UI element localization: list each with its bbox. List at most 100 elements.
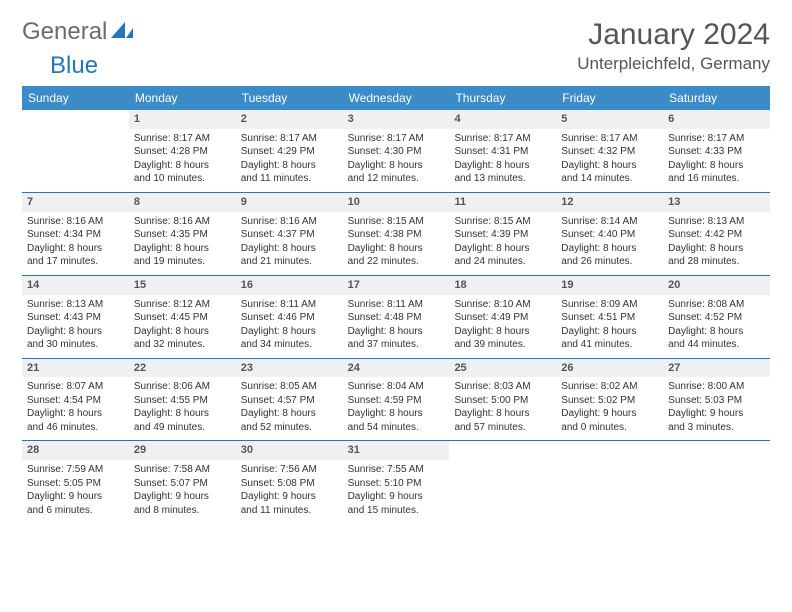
daylight-line2: and 57 minutes. — [454, 421, 551, 435]
daylight-line2: and 32 minutes. — [134, 338, 231, 352]
day-number: 15 — [129, 276, 236, 295]
day-header-thursday: Thursday — [449, 86, 556, 110]
sunset-text: Sunset: 4:29 PM — [241, 145, 338, 159]
daylight-line1: Daylight: 8 hours — [27, 242, 124, 256]
day-header-wednesday: Wednesday — [343, 86, 450, 110]
daylight-line2: and 52 minutes. — [241, 421, 338, 435]
day-cell: 9Sunrise: 8:16 AMSunset: 4:37 PMDaylight… — [236, 193, 343, 275]
daylight-line1: Daylight: 8 hours — [241, 325, 338, 339]
day-cell: 18Sunrise: 8:10 AMSunset: 4:49 PMDayligh… — [449, 276, 556, 358]
sunrise-text: Sunrise: 8:15 AM — [348, 215, 445, 229]
sunset-text: Sunset: 4:48 PM — [348, 311, 445, 325]
sunset-text: Sunset: 4:38 PM — [348, 228, 445, 242]
logo-sail-icon — [111, 20, 133, 45]
day-cell: 15Sunrise: 8:12 AMSunset: 4:45 PMDayligh… — [129, 276, 236, 358]
day-cell: 28Sunrise: 7:59 AMSunset: 5:05 PMDayligh… — [22, 441, 129, 523]
day-body: Sunrise: 8:06 AMSunset: 4:55 PMDaylight:… — [129, 377, 236, 440]
page-header: General January 2024 Unterpleichfeld, Ge… — [22, 18, 770, 74]
daylight-line1: Daylight: 8 hours — [241, 407, 338, 421]
daylight-line2: and 24 minutes. — [454, 255, 551, 269]
sunrise-text: Sunrise: 8:14 AM — [561, 215, 658, 229]
day-cell: 20Sunrise: 8:08 AMSunset: 4:52 PMDayligh… — [663, 276, 770, 358]
sunset-text: Sunset: 4:49 PM — [454, 311, 551, 325]
day-cell: 23Sunrise: 8:05 AMSunset: 4:57 PMDayligh… — [236, 359, 343, 441]
daylight-line2: and 22 minutes. — [348, 255, 445, 269]
daylight-line1: Daylight: 8 hours — [668, 325, 765, 339]
day-number: 6 — [663, 110, 770, 129]
day-body: Sunrise: 8:07 AMSunset: 4:54 PMDaylight:… — [22, 377, 129, 440]
daylight-line2: and 21 minutes. — [241, 255, 338, 269]
day-body: Sunrise: 8:14 AMSunset: 4:40 PMDaylight:… — [556, 212, 663, 275]
sunset-text: Sunset: 4:32 PM — [561, 145, 658, 159]
week-row: 14Sunrise: 8:13 AMSunset: 4:43 PMDayligh… — [22, 276, 770, 359]
day-cell — [663, 441, 770, 523]
day-body: Sunrise: 7:56 AMSunset: 5:08 PMDaylight:… — [236, 460, 343, 523]
day-number: 16 — [236, 276, 343, 295]
sunset-text: Sunset: 5:03 PM — [668, 394, 765, 408]
week-row: 7Sunrise: 8:16 AMSunset: 4:34 PMDaylight… — [22, 193, 770, 276]
day-body: Sunrise: 8:16 AMSunset: 4:37 PMDaylight:… — [236, 212, 343, 275]
sunrise-text: Sunrise: 8:10 AM — [454, 298, 551, 312]
sunset-text: Sunset: 4:31 PM — [454, 145, 551, 159]
sunrise-text: Sunrise: 8:08 AM — [668, 298, 765, 312]
sunrise-text: Sunrise: 8:05 AM — [241, 380, 338, 394]
day-number: 10 — [343, 193, 450, 212]
day-body — [22, 114, 129, 123]
daylight-line2: and 41 minutes. — [561, 338, 658, 352]
day-header-monday: Monday — [129, 86, 236, 110]
sunrise-text: Sunrise: 8:03 AM — [454, 380, 551, 394]
logo-text-blue: Blue — [50, 52, 98, 79]
day-cell: 14Sunrise: 8:13 AMSunset: 4:43 PMDayligh… — [22, 276, 129, 358]
daylight-line1: Daylight: 8 hours — [241, 242, 338, 256]
daylight-line1: Daylight: 8 hours — [348, 407, 445, 421]
day-number: 30 — [236, 441, 343, 460]
sunset-text: Sunset: 4:45 PM — [134, 311, 231, 325]
week-row: 21Sunrise: 8:07 AMSunset: 4:54 PMDayligh… — [22, 359, 770, 442]
day-body: Sunrise: 8:10 AMSunset: 4:49 PMDaylight:… — [449, 295, 556, 358]
day-body: Sunrise: 8:08 AMSunset: 4:52 PMDaylight:… — [663, 295, 770, 358]
day-cell: 7Sunrise: 8:16 AMSunset: 4:34 PMDaylight… — [22, 193, 129, 275]
day-body: Sunrise: 7:55 AMSunset: 5:10 PMDaylight:… — [343, 460, 450, 523]
day-number: 29 — [129, 441, 236, 460]
day-number: 25 — [449, 359, 556, 378]
daylight-line1: Daylight: 8 hours — [561, 325, 658, 339]
day-number: 20 — [663, 276, 770, 295]
day-cell: 11Sunrise: 8:15 AMSunset: 4:39 PMDayligh… — [449, 193, 556, 275]
daylight-line1: Daylight: 8 hours — [134, 325, 231, 339]
daylight-line1: Daylight: 9 hours — [668, 407, 765, 421]
logo: General — [22, 18, 135, 46]
day-body: Sunrise: 8:12 AMSunset: 4:45 PMDaylight:… — [129, 295, 236, 358]
daylight-line1: Daylight: 8 hours — [561, 242, 658, 256]
daylight-line2: and 6 minutes. — [27, 504, 124, 518]
sunrise-text: Sunrise: 8:11 AM — [348, 298, 445, 312]
sunrise-text: Sunrise: 8:17 AM — [348, 132, 445, 146]
daylight-line2: and 19 minutes. — [134, 255, 231, 269]
day-body — [449, 445, 556, 454]
daylight-line1: Daylight: 9 hours — [27, 490, 124, 504]
daylight-line2: and 0 minutes. — [561, 421, 658, 435]
daylight-line1: Daylight: 9 hours — [241, 490, 338, 504]
day-cell: 21Sunrise: 8:07 AMSunset: 4:54 PMDayligh… — [22, 359, 129, 441]
day-cell: 29Sunrise: 7:58 AMSunset: 5:07 PMDayligh… — [129, 441, 236, 523]
day-cell: 16Sunrise: 8:11 AMSunset: 4:46 PMDayligh… — [236, 276, 343, 358]
sunrise-text: Sunrise: 8:17 AM — [561, 132, 658, 146]
day-number: 28 — [22, 441, 129, 460]
daylight-line2: and 14 minutes. — [561, 172, 658, 186]
day-number: 7 — [22, 193, 129, 212]
day-number: 8 — [129, 193, 236, 212]
day-body: Sunrise: 8:11 AMSunset: 4:46 PMDaylight:… — [236, 295, 343, 358]
day-cell: 19Sunrise: 8:09 AMSunset: 4:51 PMDayligh… — [556, 276, 663, 358]
month-title: January 2024 — [577, 18, 770, 52]
sunset-text: Sunset: 4:59 PM — [348, 394, 445, 408]
day-body: Sunrise: 8:00 AMSunset: 5:03 PMDaylight:… — [663, 377, 770, 440]
daylight-line1: Daylight: 8 hours — [454, 407, 551, 421]
location-label: Unterpleichfeld, Germany — [577, 54, 770, 74]
day-cell: 13Sunrise: 8:13 AMSunset: 4:42 PMDayligh… — [663, 193, 770, 275]
day-body: Sunrise: 8:16 AMSunset: 4:35 PMDaylight:… — [129, 212, 236, 275]
sunrise-text: Sunrise: 8:17 AM — [241, 132, 338, 146]
day-cell — [556, 441, 663, 523]
day-body: Sunrise: 8:17 AMSunset: 4:32 PMDaylight:… — [556, 129, 663, 192]
sunset-text: Sunset: 4:33 PM — [668, 145, 765, 159]
sunrise-text: Sunrise: 8:16 AM — [241, 215, 338, 229]
daylight-line2: and 49 minutes. — [134, 421, 231, 435]
